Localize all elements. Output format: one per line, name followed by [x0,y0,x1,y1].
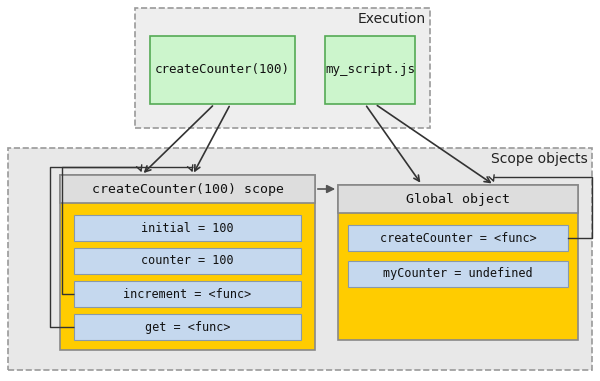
Text: myCounter = undefined: myCounter = undefined [383,267,533,280]
FancyBboxPatch shape [60,175,315,350]
Text: createCounter(100) scope: createCounter(100) scope [91,182,284,195]
Text: increment = <func>: increment = <func> [124,288,251,301]
Text: my_script.js: my_script.js [325,64,415,77]
Text: initial = 100: initial = 100 [141,221,234,234]
Text: Execution: Execution [358,12,426,26]
Text: Scope objects: Scope objects [491,152,588,166]
FancyBboxPatch shape [135,8,430,128]
FancyBboxPatch shape [348,225,568,251]
FancyBboxPatch shape [60,175,315,203]
FancyBboxPatch shape [348,261,568,287]
Text: Global object: Global object [406,192,510,205]
FancyBboxPatch shape [74,248,301,274]
FancyBboxPatch shape [74,281,301,307]
FancyBboxPatch shape [325,36,415,104]
FancyBboxPatch shape [8,148,592,370]
Text: createCounter = <func>: createCounter = <func> [380,232,536,245]
FancyBboxPatch shape [338,185,578,213]
FancyBboxPatch shape [338,185,578,340]
Text: get = <func>: get = <func> [145,320,230,333]
FancyBboxPatch shape [74,215,301,241]
Text: counter = 100: counter = 100 [141,255,234,267]
Text: createCounter(100): createCounter(100) [155,64,290,77]
FancyBboxPatch shape [74,314,301,340]
FancyBboxPatch shape [150,36,295,104]
